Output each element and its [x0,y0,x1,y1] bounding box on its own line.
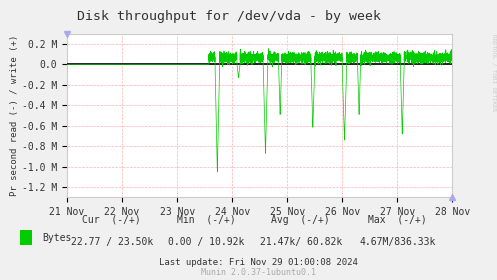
Text: Min  (-/+): Min (-/+) [177,215,236,225]
Text: RRDTOOL / TOBI OETIKER: RRDTOOL / TOBI OETIKER [491,34,496,111]
Text: 21.47k/ 60.82k: 21.47k/ 60.82k [259,237,342,247]
Text: 22.77 / 23.50k: 22.77 / 23.50k [71,237,153,247]
Text: Last update: Fri Nov 29 01:00:08 2024: Last update: Fri Nov 29 01:00:08 2024 [159,258,358,267]
Text: Bytes: Bytes [42,233,72,243]
Y-axis label: Pr second read (-) / write (+): Pr second read (-) / write (+) [10,35,19,196]
Text: Munin 2.0.37-1ubuntu0.1: Munin 2.0.37-1ubuntu0.1 [201,268,316,277]
Text: Avg  (-/+): Avg (-/+) [271,215,330,225]
Text: Cur  (-/+): Cur (-/+) [83,215,141,225]
Text: 0.00 / 10.92k: 0.00 / 10.92k [168,237,245,247]
Text: Disk throughput for /dev/vda - by week: Disk throughput for /dev/vda - by week [77,10,381,23]
Text: Max  (-/+): Max (-/+) [368,215,427,225]
Text: 4.67M/836.33k: 4.67M/836.33k [359,237,436,247]
